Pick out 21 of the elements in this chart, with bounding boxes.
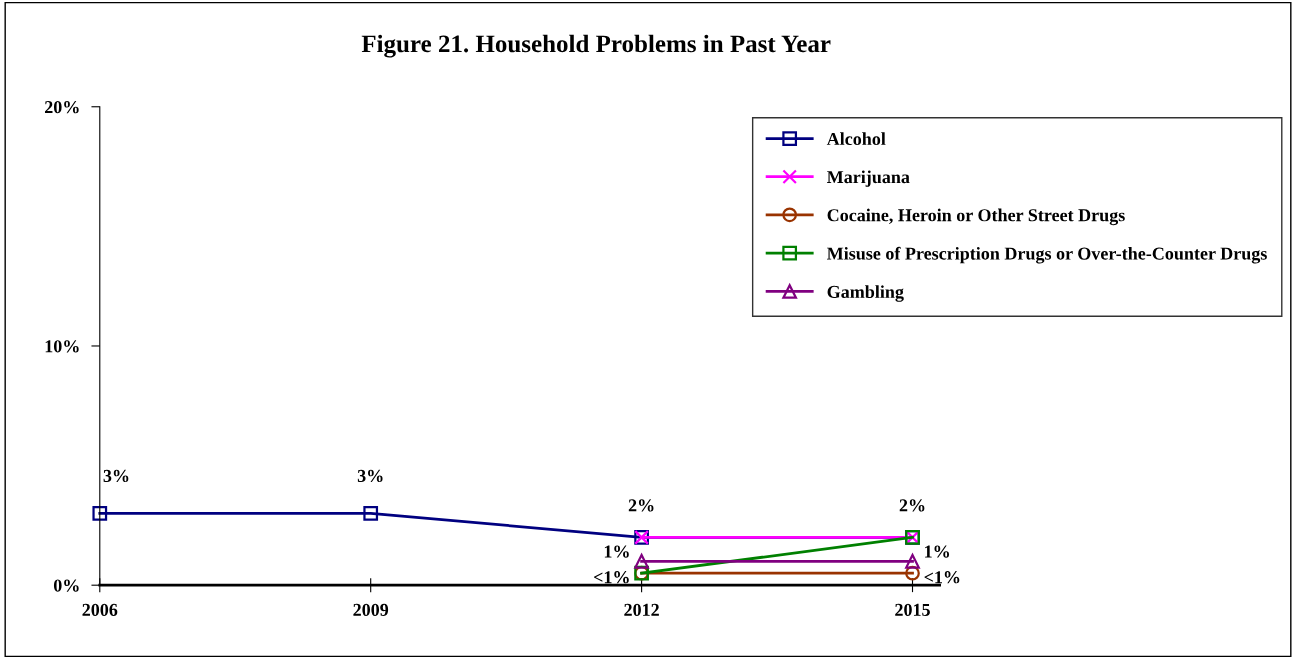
y-tick-label: 10%	[45, 340, 79, 353]
data-label: 1%	[604, 545, 629, 558]
y-tick-label: 20%	[45, 101, 79, 114]
data-label: 2%	[628, 499, 654, 512]
legend-label: Gambling	[827, 285, 904, 302]
legend-label: Cocaine, Heroin or Other Street Drugs	[827, 208, 1125, 226]
x-tick-label: 2012	[624, 603, 659, 616]
legend-label: Alcohol	[826, 132, 886, 146]
legend-label: Marijuana	[826, 170, 910, 187]
data-label: <1%	[924, 571, 960, 584]
data-label: 1%	[925, 545, 950, 558]
legend-label: Misuse of Prescription Drugs or Over-the-Counter Drugs	[826, 246, 1267, 264]
data-label: 3%	[357, 469, 383, 483]
x-tick-label: 2015	[895, 603, 930, 616]
data-label: 3%	[103, 469, 129, 483]
data-label: <1%	[594, 571, 629, 584]
chart-title: Figure 21. Household Problems in Past Year	[361, 34, 831, 58]
data-label: 2%	[899, 499, 925, 512]
y-tick-label: 0%	[53, 579, 79, 592]
x-tick-label: 2006	[82, 603, 118, 616]
x-tick-label: 2009	[353, 603, 389, 616]
